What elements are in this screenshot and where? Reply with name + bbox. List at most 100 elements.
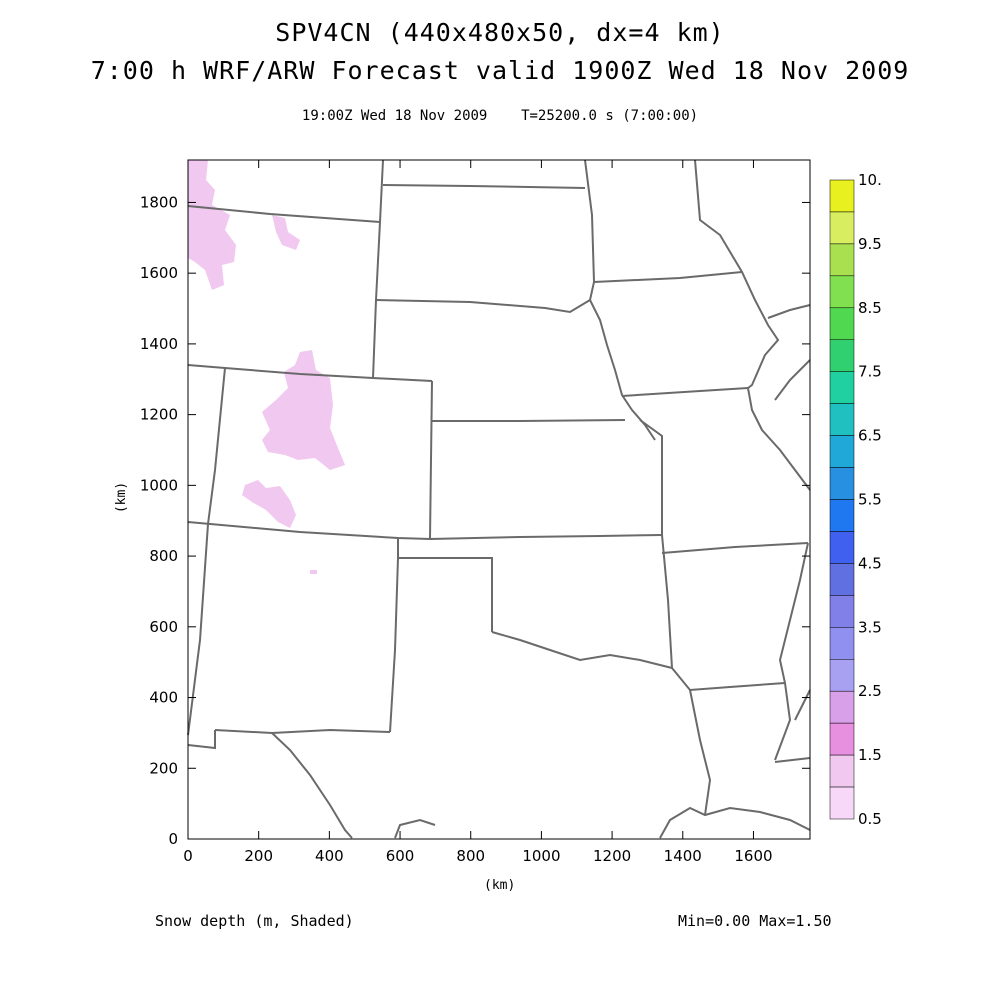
y-tick-label: 1200 (140, 406, 178, 424)
y-tick-label: 400 (149, 689, 178, 707)
x-tick-label: 400 (315, 847, 344, 865)
colorbar-label: 1.5 (858, 746, 882, 764)
snow-patch-co (262, 350, 345, 470)
colorbar-label: 4.5 (858, 554, 882, 572)
y-tick-label: 1400 (140, 335, 178, 353)
x-tick-label: 800 (456, 847, 485, 865)
colorbar-label: 3.5 (858, 618, 882, 636)
ne-ks-border (432, 419, 626, 422)
colorbar-swatch (829, 722, 855, 756)
plot-frame (187, 159, 811, 840)
field-description: Snow depth (m, Shaded) (155, 912, 354, 930)
x-tick-label: 200 (244, 847, 273, 865)
red-river (491, 631, 673, 669)
y-tick-label: 0 (168, 830, 178, 848)
tx-la-border (689, 689, 712, 816)
y-tick-label: 1000 (140, 476, 178, 494)
nm-tx-border (389, 557, 399, 733)
y-axis-label: (km) (114, 481, 130, 514)
ks-mo-border (639, 419, 663, 535)
colorbar-swatch (829, 595, 855, 628)
ms-al (794, 689, 811, 721)
co-ks-border (429, 380, 433, 540)
gulf-coast (659, 806, 811, 839)
colorbar-label: 9.5 (858, 235, 882, 253)
snow-patch-dot (310, 570, 317, 574)
wy-co-border (187, 364, 433, 382)
wy-east-border (372, 159, 384, 379)
x-tick-label: 0 (183, 847, 193, 865)
colorbar-label: 5.5 (858, 491, 882, 509)
y-axis-ticks: 0 200 400 600 800 1000 1200 1400 1600 1800 (140, 193, 810, 848)
snow-patch-nw (188, 160, 236, 290)
colorbar-swatch (829, 435, 855, 468)
la-ms-border (774, 757, 811, 763)
y-tick-label: 200 (149, 759, 178, 777)
missouri-river (589, 299, 656, 441)
mn-wi-border (767, 304, 811, 319)
colorbar-label: 7.5 (858, 363, 882, 381)
colorbar-swatch (829, 275, 855, 309)
y-tick-label: 600 (149, 618, 178, 636)
colorbar-swatch (829, 786, 855, 820)
tx-south-coast (394, 818, 436, 839)
colorbar-swatch (829, 531, 855, 564)
x-tick-label: 600 (386, 847, 415, 865)
y-tick-label: 800 (149, 547, 178, 565)
y-tick-label: 1800 (140, 193, 178, 211)
ia-mo-border (621, 387, 749, 397)
mississippi-upper (694, 159, 811, 491)
wy-north-border (187, 205, 381, 223)
x-tick-label: 1400 (664, 847, 702, 865)
mo-ar-border (661, 542, 809, 554)
colorbar: 10. 9.5 8.5 7.5 6.5 5.5 4.5 3.5 2.5 1.5 0.5 (829, 171, 882, 828)
sd-north (382, 184, 586, 189)
y-tick-label: 1600 (140, 264, 178, 282)
snow-depth-shading (188, 160, 345, 574)
colorbar-swatch (829, 371, 855, 404)
nm-mexico (187, 730, 216, 750)
colorbar-swatch (829, 627, 855, 660)
title-line-2: 7:00 h WRF/ARW Forecast valid 1900Z Wed … (90, 56, 910, 85)
ok-tx-panhandle (397, 538, 493, 632)
colorbar-swatch (829, 659, 855, 692)
co-nm-border (187, 521, 431, 540)
colorbar-swatch (829, 211, 855, 245)
sd-east (584, 159, 596, 301)
ar-la-border (671, 667, 786, 692)
colorbar-label: 2.5 (858, 682, 882, 700)
ks-ok-border (429, 534, 663, 540)
x-tick-label: 1000 (522, 847, 560, 865)
colorbar-swatch (829, 339, 855, 372)
x-tick-label: 1600 (734, 847, 772, 865)
colorbar-swatch (829, 179, 855, 213)
colorbar-label: 8.5 (858, 299, 882, 317)
colorbar-swatch (829, 403, 855, 436)
rio-grande (271, 732, 353, 839)
title-line-1: SPV4CN (440x480x50, dx=4 km) (275, 18, 725, 47)
min-max-readout: Min=0.00 Max=1.50 (678, 912, 832, 930)
x-axis-ticks: 0 200 400 600 800 1000 1200 1400 1600 (183, 160, 773, 865)
co-west-border (207, 367, 226, 525)
colorbar-swatch (829, 243, 855, 277)
colorbar-label: 10. (858, 171, 882, 189)
colorbar-label: 0.5 (858, 810, 882, 828)
sd-ne-border (375, 299, 591, 314)
colorbar-swatch (829, 467, 855, 500)
mississippi-lower (774, 542, 809, 761)
state-boundaries (187, 159, 811, 839)
ok-ar-border (661, 534, 673, 669)
x-tick-label: 1200 (593, 847, 631, 865)
nm-tx-south (214, 728, 391, 735)
colorbar-swatch (829, 499, 855, 532)
x-axis-label: (km) (484, 878, 516, 893)
colorbar-swatch (829, 690, 855, 724)
il-border (774, 359, 811, 401)
nm-west (187, 523, 209, 736)
snow-patch-nm (242, 480, 296, 528)
ia-mn-border (593, 271, 743, 283)
colorbar-swatch (829, 754, 855, 788)
colorbar-swatch (829, 307, 855, 340)
colorbar-swatch (829, 563, 855, 596)
